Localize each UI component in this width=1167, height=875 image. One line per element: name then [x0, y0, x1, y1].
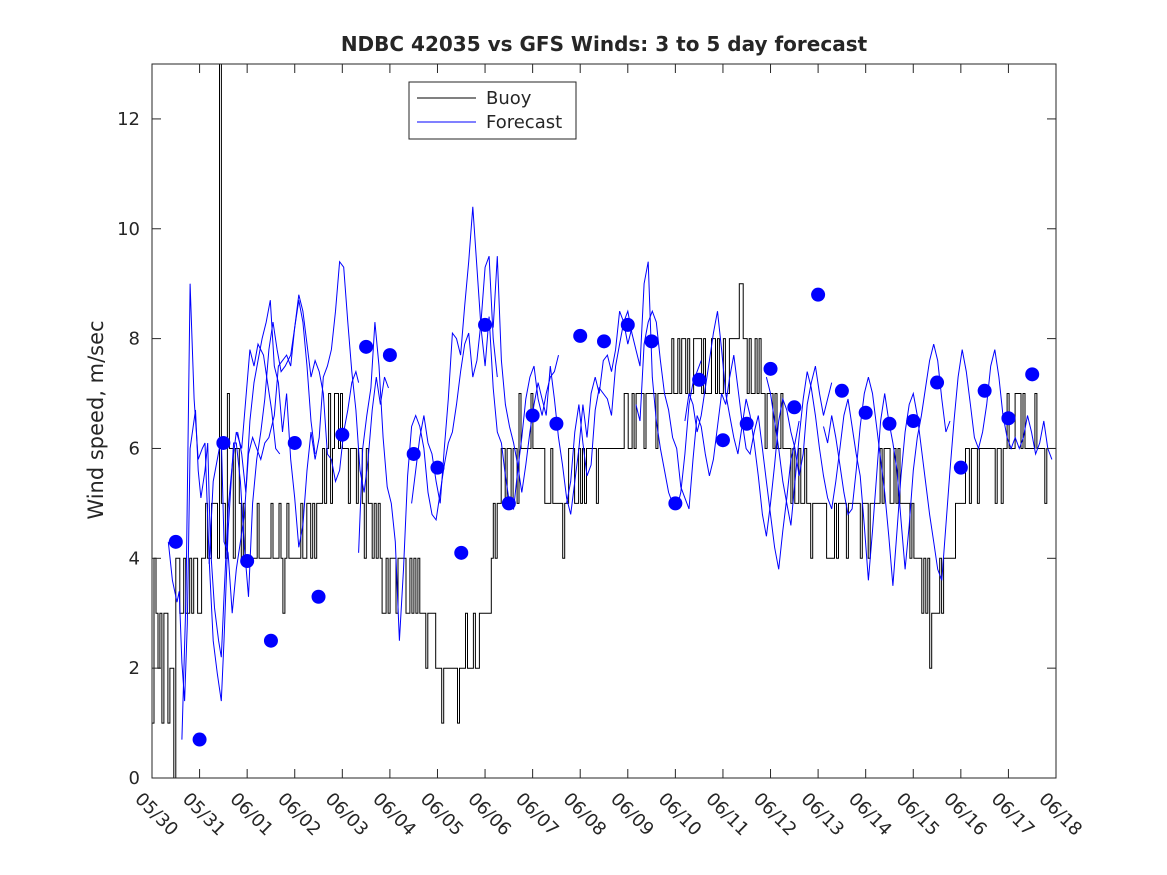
forecast-marker-point	[359, 339, 374, 354]
forecast-marker-point	[739, 416, 754, 431]
forecast-marker-point	[287, 435, 302, 450]
forecast-series-line	[411, 206, 559, 511]
forecast-marker-point	[763, 361, 778, 376]
forecast-marker-point	[977, 383, 992, 398]
forecast-marker-point	[382, 348, 397, 363]
forecast-series-line	[358, 256, 498, 641]
forecast-marker-point	[882, 416, 897, 431]
forecast-series-line	[181, 283, 316, 740]
forecast-marker-point	[549, 416, 564, 431]
forecast-marker-point	[668, 496, 683, 511]
forecast-series-line	[492, 256, 633, 515]
y-tick-label: 12	[117, 109, 140, 130]
forecast-series-line	[167, 342, 281, 702]
forecast-marker-point	[597, 334, 611, 349]
legend-forecast-label: Forecast	[486, 112, 562, 133]
forecast-marker-point	[454, 545, 469, 560]
forecast-marker-point	[335, 427, 350, 442]
forecast-marker-point	[858, 405, 873, 420]
forecast-marker-point	[525, 408, 540, 423]
legend-box	[408, 81, 577, 140]
forecast-marker-point	[168, 534, 183, 549]
forecast-marker-point	[216, 435, 231, 450]
y-tick-label: 0	[129, 768, 140, 789]
forecast-marker-point	[906, 414, 921, 428]
forecast-marker-point	[478, 317, 493, 332]
series-layer	[152, 64, 1056, 778]
forecast-marker-point	[787, 400, 802, 415]
y-tick-label: 4	[129, 548, 140, 569]
forecast-marker-point	[715, 433, 730, 448]
marker-layer	[168, 287, 1040, 747]
forecast-marker-point	[192, 732, 207, 747]
forecast-marker-point	[240, 554, 255, 569]
forecast-marker-point	[430, 460, 445, 475]
y-axis-label: Wind speed, m/sec	[84, 320, 108, 519]
forecast-marker-point	[930, 375, 945, 390]
forecast-series-line	[765, 343, 951, 581]
forecast-marker-point	[692, 372, 707, 387]
legend: Buoy Forecast	[408, 81, 577, 140]
forecast-marker-point	[311, 589, 326, 604]
forecast-series-line	[208, 294, 360, 614]
forecast-series-line	[684, 311, 833, 537]
forecast-marker-point	[811, 287, 826, 302]
forecast-series-line	[237, 260, 389, 548]
forecast-marker-point	[620, 317, 635, 332]
buoy-series-line	[152, 64, 1056, 778]
y-tick-label: 10	[117, 219, 140, 240]
y-tick-label: 6	[129, 438, 140, 459]
y-tick-label: 2	[129, 658, 140, 679]
plot-frame	[151, 63, 1057, 779]
forecast-marker-point	[573, 328, 588, 343]
forecast-marker-point	[834, 383, 849, 398]
forecast-series-line	[635, 309, 800, 570]
legend-buoy-label: Buoy	[486, 88, 532, 109]
forecast-marker-point	[501, 496, 516, 511]
forecast-marker-point	[644, 334, 659, 349]
chart-title: NDBC 42035 vs GFS Winds: 3 to 5 day fore…	[341, 32, 868, 56]
forecast-marker-point	[263, 633, 278, 648]
y-tick-label: 8	[129, 329, 140, 350]
forecast-marker-point	[953, 460, 968, 475]
forecast-marker-point	[406, 446, 421, 461]
forecast-marker-point	[1001, 411, 1016, 426]
forecast-marker-point	[1025, 367, 1040, 382]
